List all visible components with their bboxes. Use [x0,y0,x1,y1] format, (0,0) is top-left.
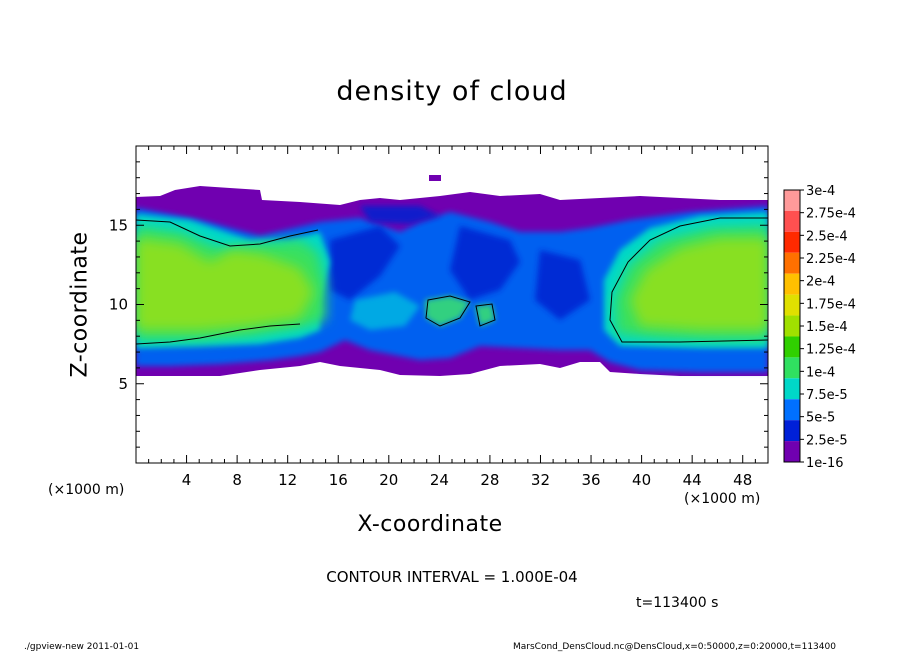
x-tick-label: 28 [480,471,499,489]
time-label: t=113400 s [636,595,719,611]
x-unit-label-right: (×1000 m) [684,491,761,507]
colorbar-swatch [784,399,800,421]
x-tick-label: 4 [182,471,192,489]
colorbar-label: 1e-4 [806,365,835,380]
x-unit-label-left: (×1000 m) [48,482,125,498]
colorbar-label: 3e-4 [806,184,835,199]
colorbar-swatch [784,190,800,211]
chart-title: density of cloud [336,76,568,107]
x-tick-label: 36 [581,471,600,489]
colorbar: 3e-4 2.75e-4 2.5e-4 2.25e-4 2e-4 1.75e-4 1.5e-… [783,184,856,471]
field-yellowgreen-left [136,238,314,330]
y-tick-label: 15 [109,216,128,234]
colorbar-swatch [784,294,800,316]
footer-command: ./gpview-new 2011-01-01 [24,642,140,652]
colorbar-swatch [784,336,800,358]
purple-blob [429,175,441,181]
x-tick-label: 20 [379,471,398,489]
colorbar-label: 1.5e-4 [806,320,848,335]
colorbar-swatch [784,231,800,253]
y-tick-label: 5 [118,375,128,393]
x-tick-label: 24 [430,471,449,489]
colorbar-swatch [784,210,800,232]
colorbar-label: 1.75e-4 [806,297,856,312]
colorbar-swatch [784,378,800,400]
x-tick-label: 32 [531,471,550,489]
field-green-center [425,296,495,326]
field-yellowgreen-right [630,238,768,330]
colorbar-label: 1e-16 [806,456,844,471]
x-tick-label: 48 [733,471,752,489]
colorbar-label: 2e-4 [806,275,835,290]
density-field [136,175,768,376]
x-tick-label: 8 [232,471,242,489]
colorbar-label: 2.25e-4 [806,252,856,267]
contour-line [136,217,768,345]
x-tick-label: 12 [278,471,297,489]
colorbar-swatch [784,252,800,274]
colorbar-label: 2.5e-4 [806,229,848,244]
colorbar-label: 1.25e-4 [806,343,856,358]
x-tick-label: 44 [683,471,702,489]
x-tick-label: 16 [329,471,348,489]
colorbar-swatch [784,441,800,462]
y-tick-label: 10 [109,296,128,314]
colorbar-swatch [784,357,800,379]
x-tick-label: 40 [632,471,651,489]
colorbar-label: 2.75e-4 [806,207,856,222]
colorbar-swatch [784,315,800,337]
footer-source: MarsCond_DensCloud.nc@DensCloud,x=0:5000… [513,642,836,652]
colorbar-label: 7.5e-5 [806,388,848,403]
y-ticks: 5 10 15 [109,161,768,448]
colorbar-label: 2.5e-5 [806,433,848,448]
field-darkblue-patches [330,206,590,320]
x-axis-label: X-coordinate [357,512,503,537]
x-ticks: 4 8 12 16 20 24 28 32 36 40 44 48 [148,146,756,489]
colorbar-swatch [784,420,800,442]
contour-interval-text: CONTOUR INTERVAL = 1.000E-04 [326,568,578,586]
colorbar-label: 5e-5 [806,411,835,426]
field-cyan-center [350,292,420,330]
colorbar-swatch [784,273,800,295]
